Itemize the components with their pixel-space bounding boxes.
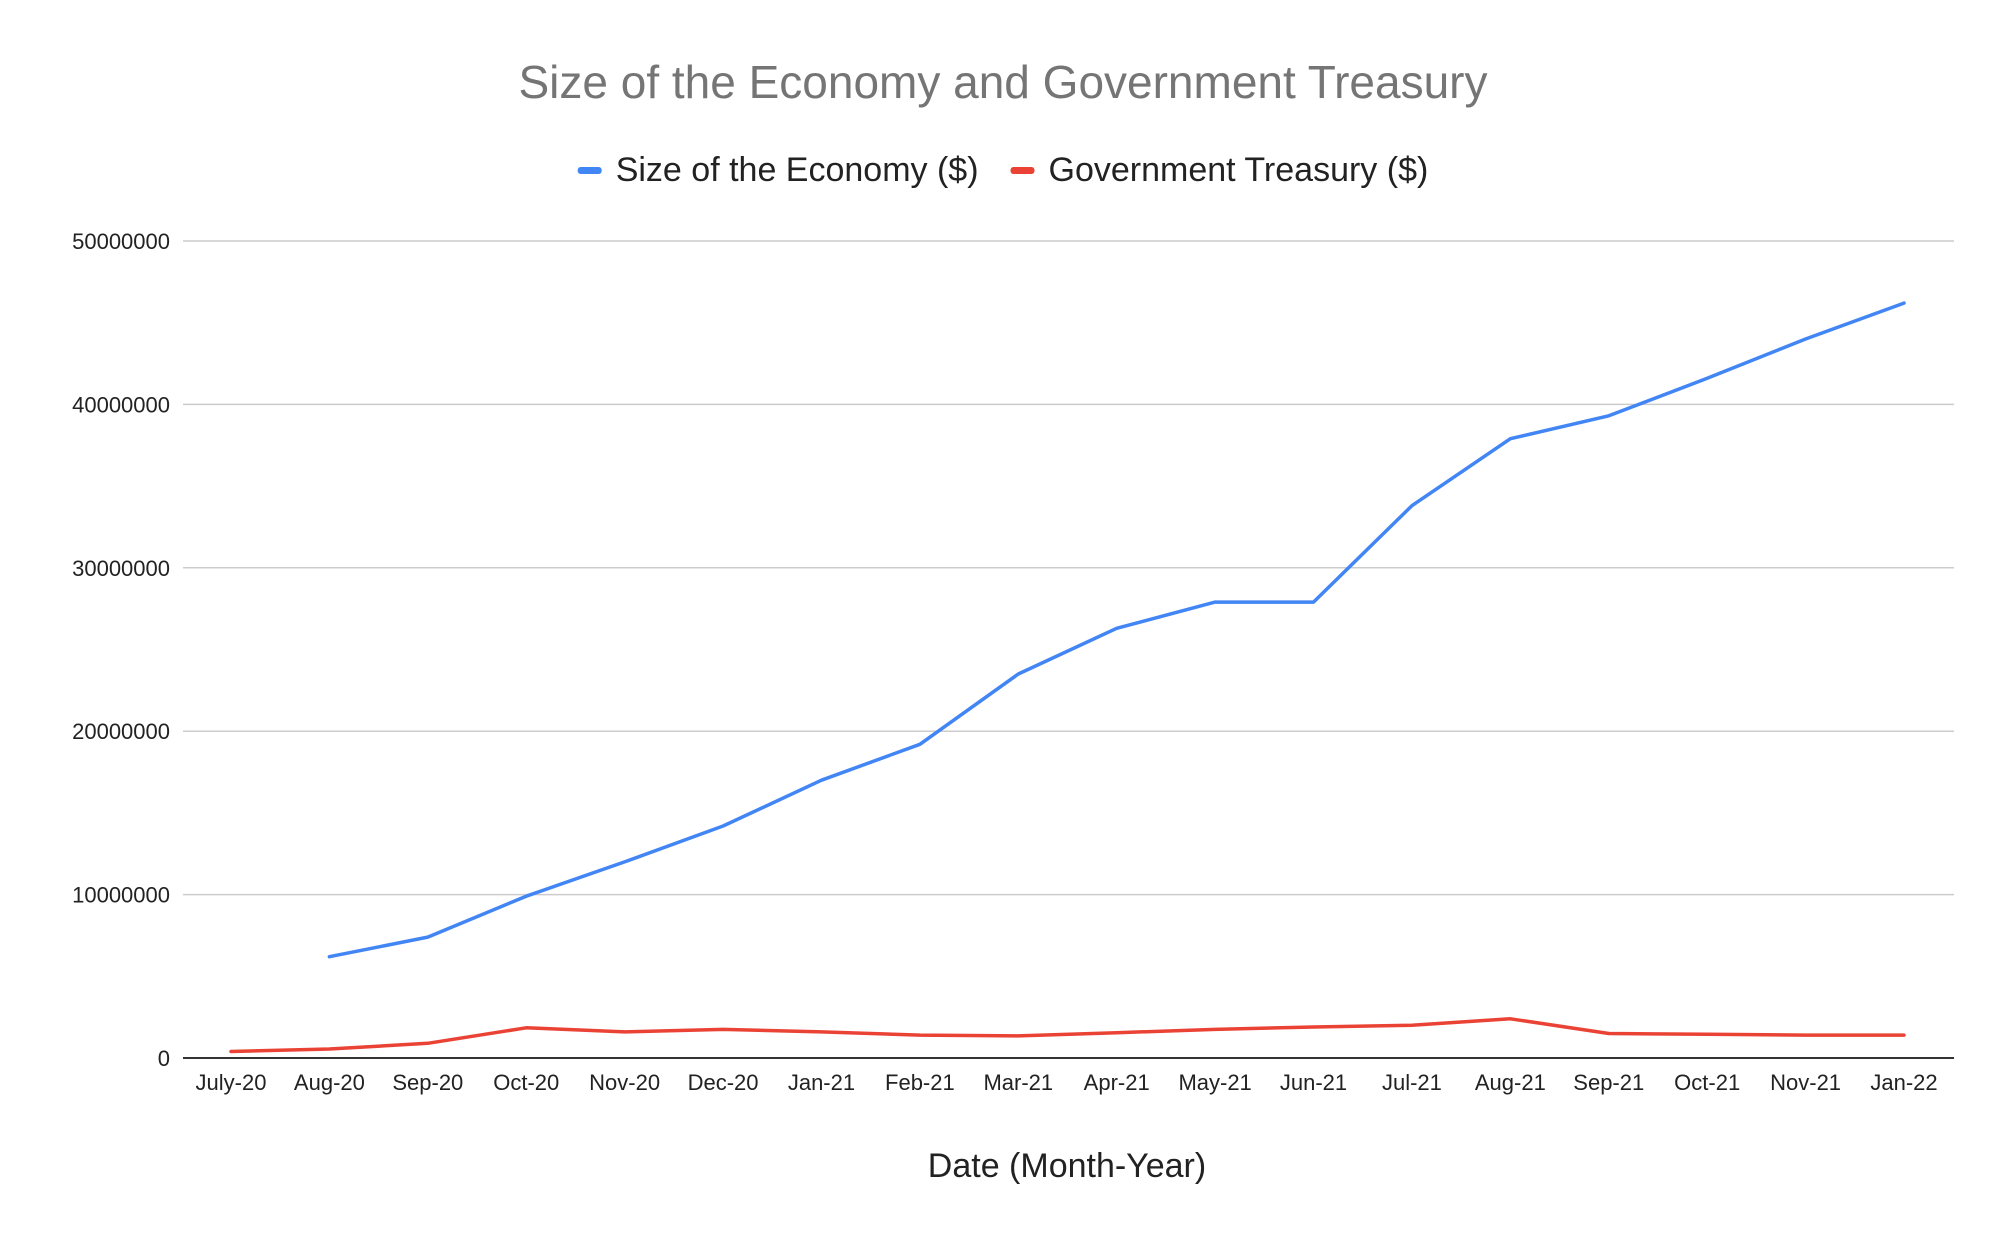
- legend: Size of the Economy ($) Government Treasu…: [577, 151, 1429, 189]
- y-tick-label: 0: [158, 1046, 170, 1071]
- x-tick-label: Aug-20: [294, 1070, 365, 1095]
- x-tick-label: Sep-20: [392, 1070, 463, 1095]
- x-tick-label: Aug-21: [1475, 1070, 1546, 1095]
- x-tick-label: Apr-21: [1084, 1070, 1150, 1095]
- y-tick-label: 50000000: [72, 229, 170, 254]
- legend-label: Size of the Economy ($): [616, 151, 979, 189]
- y-tick-label: 30000000: [72, 556, 170, 581]
- x-tick-label: May-21: [1178, 1070, 1251, 1095]
- series-government-treasury: [229, 1017, 1906, 1054]
- x-tick-label: Dec-20: [688, 1070, 759, 1095]
- x-tick-label: Nov-21: [1770, 1070, 1841, 1095]
- legend-swatch: [1010, 167, 1035, 174]
- x-tick-label: Oct-20: [493, 1070, 559, 1095]
- series-line: [327, 301, 1906, 959]
- x-tick-label: Mar-21: [983, 1070, 1053, 1095]
- x-tick-label: Oct-21: [1674, 1070, 1740, 1095]
- y-tick-label: 10000000: [72, 883, 170, 908]
- x-tick-label: July-20: [196, 1070, 267, 1095]
- y-axis-tick-labels: 0 10000000 20000000 30000000 40000000 5000000…: [72, 229, 170, 1071]
- legend-item: Size of the Economy ($): [577, 151, 979, 189]
- y-tick-label: 20000000: [72, 719, 170, 744]
- x-axis-tick-labels: July-20 Aug-20 Sep-20 Oct-20 Nov-20 Dec-20 Jan…: [196, 1070, 1938, 1095]
- series-lines: [229, 301, 1906, 1054]
- legend-item: Government Treasury ($): [1010, 151, 1429, 189]
- x-tick-label: Jun-21: [1280, 1070, 1347, 1095]
- series-size-of-the-economy: [327, 301, 1906, 959]
- legend-label: Government Treasury ($): [1049, 151, 1429, 189]
- x-tick-label: Jan-21: [788, 1070, 855, 1095]
- x-tick-label: Feb-21: [885, 1070, 955, 1095]
- legend-swatch: [577, 167, 602, 174]
- gridlines: [183, 240, 1954, 896]
- series-line: [229, 1017, 1906, 1054]
- chart-title: Size of the Economy and Government Treas…: [518, 56, 1487, 108]
- x-axis-title: Date (Month-Year): [928, 1147, 1206, 1185]
- x-tick-label: Jan-22: [1870, 1070, 1937, 1095]
- x-tick-label: Sep-21: [1573, 1070, 1644, 1095]
- y-tick-label: 40000000: [72, 392, 170, 417]
- x-tick-label: Nov-20: [589, 1070, 660, 1095]
- x-tick-label: Jul-21: [1382, 1070, 1442, 1095]
